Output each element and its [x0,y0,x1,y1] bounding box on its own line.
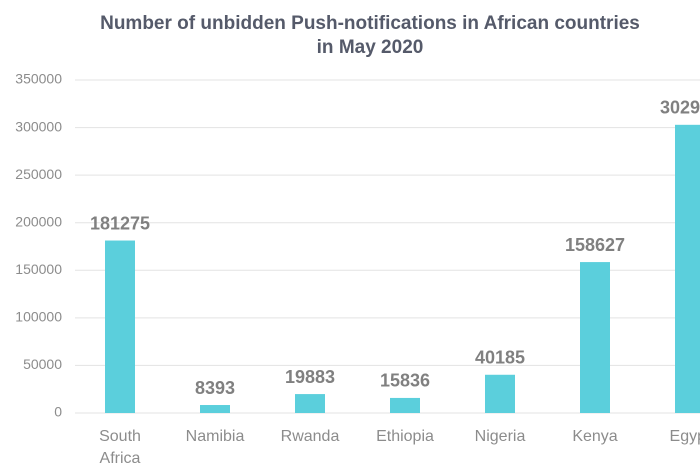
y-tick-label: 100000 [15,309,62,325]
data-label: 302900 [660,98,700,118]
data-label: 8393 [195,378,235,398]
chart-title: Number of unbidden Push-notifications in… [100,13,640,34]
y-tick-label: 0 [54,404,62,420]
x-tick-label: Rwanda [281,428,340,445]
y-tick-label: 350000 [15,71,62,87]
y-tick-label: 300000 [15,118,62,134]
x-tick-label: Nigeria [475,428,526,445]
bar [390,397,420,413]
bar [485,374,515,413]
y-tick-label: 50000 [23,356,62,372]
data-label: 40185 [475,348,525,368]
x-tick-label: Egypt [670,428,700,445]
bar [200,405,230,413]
bar [675,124,700,413]
x-tick-label: Namibia [186,428,245,445]
bar [295,394,325,413]
x-tick-label: South Africa [99,428,141,467]
data-label: 158627 [565,235,625,255]
x-tick-label: Ethiopia [376,428,434,445]
data-label: 15836 [380,371,430,391]
chart-title: in May 2020 [317,37,424,58]
y-tick-label: 200000 [15,213,62,229]
bar [105,240,135,413]
x-tick-label: Kenya [572,428,617,445]
data-label: 181275 [90,213,150,233]
data-label: 19883 [285,367,335,387]
y-tick-label: 250000 [15,166,62,182]
y-tick-label: 150000 [15,261,62,277]
bar [580,262,610,413]
